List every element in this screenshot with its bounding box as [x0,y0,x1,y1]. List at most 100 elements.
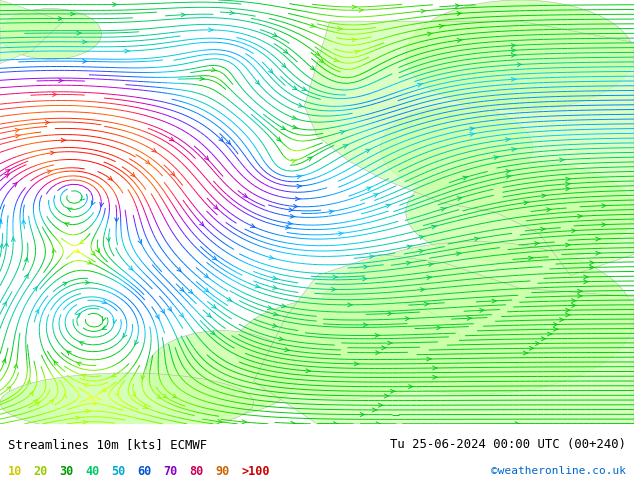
FancyArrowPatch shape [295,197,300,201]
FancyArrowPatch shape [348,303,353,307]
Text: 50: 50 [112,465,126,478]
FancyArrowPatch shape [242,420,247,424]
FancyArrowPatch shape [250,224,255,227]
FancyArrowPatch shape [290,214,295,218]
FancyArrowPatch shape [578,289,583,293]
FancyArrowPatch shape [167,307,171,311]
Ellipse shape [317,242,634,394]
FancyArrowPatch shape [129,266,133,270]
FancyArrowPatch shape [352,38,357,42]
FancyArrowPatch shape [93,401,98,405]
FancyArrowPatch shape [297,175,302,179]
Text: >100: >100 [242,465,270,478]
FancyArrowPatch shape [439,24,444,28]
FancyArrowPatch shape [161,309,164,314]
FancyArrowPatch shape [59,78,63,82]
FancyArrowPatch shape [523,351,528,355]
FancyArrowPatch shape [366,187,371,191]
FancyArrowPatch shape [343,145,347,148]
FancyArrowPatch shape [82,59,87,63]
FancyArrowPatch shape [492,299,497,303]
FancyArrowPatch shape [207,313,211,317]
FancyArrowPatch shape [53,93,58,97]
FancyArrowPatch shape [463,176,468,180]
FancyArrowPatch shape [505,138,510,142]
FancyArrowPatch shape [63,282,67,286]
FancyArrowPatch shape [162,394,167,398]
FancyArrowPatch shape [406,317,410,320]
FancyArrowPatch shape [14,364,18,368]
Ellipse shape [146,331,298,416]
Text: 20: 20 [34,465,48,478]
FancyArrowPatch shape [333,275,338,279]
Text: Tu 25-06-2024 00:00 UTC (00+240): Tu 25-06-2024 00:00 UTC (00+240) [391,439,626,451]
FancyArrowPatch shape [212,256,217,260]
FancyArrowPatch shape [70,12,75,16]
FancyArrowPatch shape [340,130,346,134]
FancyArrowPatch shape [456,252,462,256]
FancyArrowPatch shape [506,175,511,178]
FancyArrowPatch shape [578,294,583,298]
FancyArrowPatch shape [65,223,69,226]
FancyArrowPatch shape [320,59,323,63]
FancyArrowPatch shape [432,225,437,229]
FancyArrowPatch shape [113,2,117,6]
FancyArrowPatch shape [102,317,106,321]
FancyArrowPatch shape [83,384,88,387]
FancyArrowPatch shape [0,220,2,224]
FancyArrowPatch shape [584,275,588,279]
FancyArrowPatch shape [332,288,337,292]
FancyArrowPatch shape [152,148,156,152]
FancyArrowPatch shape [91,201,95,205]
FancyArrowPatch shape [33,287,37,291]
FancyArrowPatch shape [385,204,391,208]
FancyArrowPatch shape [13,183,17,187]
FancyArrowPatch shape [433,375,437,379]
FancyArrowPatch shape [467,317,472,320]
FancyArrowPatch shape [364,265,368,269]
FancyArrowPatch shape [179,287,184,292]
FancyArrowPatch shape [541,227,545,231]
FancyArrowPatch shape [179,313,183,317]
FancyArrowPatch shape [211,68,217,72]
FancyArrowPatch shape [230,11,235,15]
FancyArrowPatch shape [131,172,135,176]
FancyArrowPatch shape [553,327,559,331]
FancyArrowPatch shape [329,210,334,214]
FancyArrowPatch shape [512,147,517,151]
FancyArrowPatch shape [382,346,387,350]
FancyArrowPatch shape [171,172,175,176]
FancyArrowPatch shape [302,87,306,90]
FancyArrowPatch shape [553,322,559,326]
FancyArrowPatch shape [255,284,261,288]
FancyArrowPatch shape [112,373,116,376]
FancyArrowPatch shape [560,318,564,322]
FancyArrowPatch shape [269,69,273,73]
FancyArrowPatch shape [141,375,145,379]
FancyArrowPatch shape [49,399,53,404]
FancyArrowPatch shape [273,312,278,316]
FancyArrowPatch shape [470,127,475,131]
FancyArrowPatch shape [375,334,380,338]
FancyArrowPatch shape [376,422,381,426]
FancyArrowPatch shape [596,251,600,255]
FancyArrowPatch shape [529,346,534,350]
FancyArrowPatch shape [273,276,278,280]
Text: 10: 10 [8,465,22,478]
FancyArrowPatch shape [288,221,292,225]
FancyArrowPatch shape [54,361,58,365]
FancyArrowPatch shape [548,332,552,336]
FancyArrowPatch shape [457,197,462,200]
FancyArrowPatch shape [529,256,533,260]
Text: Streamlines 10m [kts] ECMWF: Streamlines 10m [kts] ECMWF [8,439,207,451]
FancyArrowPatch shape [315,51,320,55]
FancyArrowPatch shape [200,221,204,226]
FancyArrowPatch shape [169,137,174,141]
FancyArrowPatch shape [123,333,127,337]
FancyArrowPatch shape [376,351,380,355]
FancyArrowPatch shape [132,392,136,396]
FancyArrowPatch shape [81,196,85,200]
FancyArrowPatch shape [200,77,205,80]
FancyArrowPatch shape [457,38,462,42]
FancyArrowPatch shape [33,400,37,404]
